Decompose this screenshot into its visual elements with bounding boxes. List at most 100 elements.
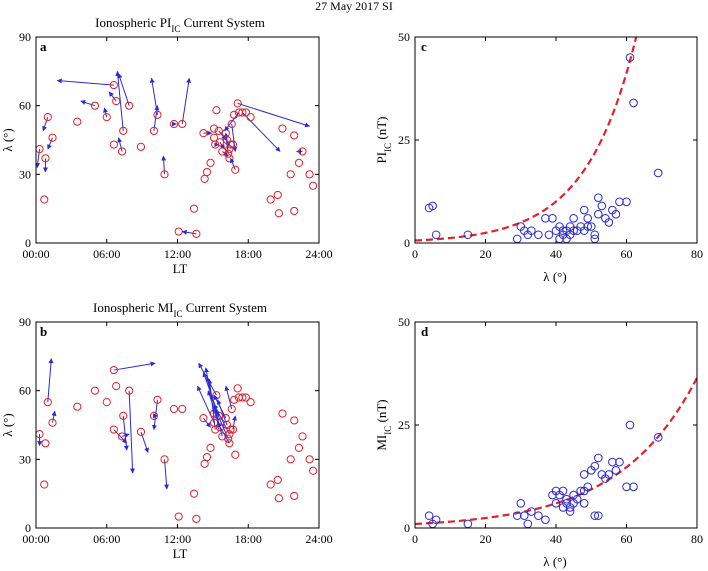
- station-marker: [228, 425, 238, 434]
- station-marker: [309, 181, 318, 190]
- station-marker: [215, 138, 225, 147]
- y-tick-label: 0: [25, 521, 31, 535]
- current-vector: [117, 73, 130, 106]
- data-point: [579, 205, 589, 215]
- station-marker: [290, 491, 299, 501]
- station-marker: [278, 124, 287, 133]
- data-point: [551, 498, 561, 508]
- panel-b-marks: [35, 358, 318, 523]
- current-vector: [113, 361, 156, 371]
- current-vector: [108, 91, 117, 102]
- current-vector: [51, 410, 57, 423]
- x-tick-label: 06:00: [93, 247, 120, 261]
- station-marker: [109, 365, 118, 375]
- data-point: [579, 498, 589, 508]
- station-marker: [112, 381, 121, 391]
- current-vector: [229, 157, 236, 170]
- station-marker: [109, 425, 118, 434]
- panel-a-pi-lt-map: Ionospheric PIIC Current System a LT λ (…: [0, 15, 333, 276]
- x-tick-label: 20: [480, 247, 492, 261]
- station-marker: [109, 80, 118, 90]
- panel-b-title: Ionospheric MIIC Current System: [93, 300, 267, 319]
- panel-b-ylabel: λ (°): [0, 413, 15, 436]
- station-marker: [238, 393, 247, 402]
- current-vector: [42, 116, 49, 132]
- current-vector: [103, 107, 108, 118]
- data-point: [541, 213, 550, 223]
- station-marker: [286, 455, 295, 464]
- station-marker: [305, 455, 314, 464]
- station-marker: [41, 154, 50, 163]
- data-point: [583, 222, 593, 231]
- data-point: [594, 453, 603, 463]
- panel-a-marks: [35, 70, 318, 238]
- x-tick-label: 00:00: [22, 532, 49, 546]
- station-marker: [214, 126, 223, 135]
- station-marker: [199, 414, 208, 423]
- y-tick-label: 30: [19, 167, 31, 181]
- panel-c-axes-box: [414, 36, 698, 244]
- station-marker: [241, 108, 250, 117]
- current-vector: [151, 399, 158, 431]
- data-point: [541, 515, 550, 525]
- station-marker: [266, 480, 275, 489]
- panel-c-ticks: 0 20 40 60 80 0 25 50: [398, 30, 703, 261]
- station-marker: [233, 99, 242, 108]
- data-point: [424, 511, 434, 520]
- y-tick-label: 0: [25, 236, 31, 250]
- station-marker: [309, 466, 318, 475]
- x-tick-label: 40: [550, 247, 562, 261]
- station-marker: [48, 418, 57, 427]
- station-marker: [225, 439, 234, 448]
- station-marker: [40, 480, 49, 489]
- current-vector: [115, 70, 124, 131]
- data-point: [604, 470, 614, 479]
- data-point: [629, 98, 638, 108]
- station-marker: [246, 113, 255, 122]
- data-point: [463, 230, 473, 240]
- station-marker: [218, 147, 227, 156]
- current-vector: [47, 137, 53, 150]
- station-marker: [102, 398, 111, 407]
- station-marker: [73, 117, 82, 126]
- data-point: [611, 466, 621, 475]
- data-point: [512, 511, 522, 520]
- data-point: [565, 507, 575, 516]
- station-marker: [224, 434, 233, 443]
- station-marker: [125, 101, 134, 110]
- data-point: [583, 213, 593, 223]
- panel-a-letter: a: [40, 39, 47, 54]
- panel-d-ylabel: MIIC (nT): [374, 399, 393, 450]
- current-vector: [241, 112, 281, 152]
- current-vector: [216, 399, 228, 426]
- x-tick-label: 60: [621, 532, 633, 546]
- panel-b-letter: b: [40, 324, 47, 339]
- station-marker: [298, 432, 307, 441]
- station-marker: [224, 149, 233, 158]
- panel-d-marks: [415, 377, 697, 529]
- data-point: [586, 222, 596, 231]
- station-marker: [290, 416, 299, 425]
- data-point: [519, 511, 529, 520]
- exponential-fit-line: [415, 377, 697, 526]
- station-marker: [73, 402, 82, 411]
- station-marker: [169, 119, 179, 129]
- station-marker: [238, 108, 247, 117]
- data-point: [590, 230, 600, 240]
- panel-b-axes-box: [35, 321, 320, 529]
- station-marker: [160, 170, 169, 179]
- panel-d-axes-box: [414, 321, 698, 529]
- x-tick-label: 12:00: [164, 532, 191, 546]
- station-marker: [199, 129, 208, 138]
- panel-c-marks: [415, 37, 663, 244]
- current-vector: [203, 417, 211, 428]
- data-point: [594, 209, 603, 219]
- data-point: [653, 433, 663, 442]
- station-marker: [211, 140, 220, 149]
- data-point: [431, 230, 441, 240]
- panel-c-pi-vs-latitude: c λ (°) PIIC (nT) 0 20 40 60 80 0 25 50: [374, 30, 703, 284]
- panel-c-ylabel: PIIC (nT): [374, 117, 393, 164]
- station-marker: [200, 459, 209, 469]
- y-tick-label: 0: [404, 521, 410, 535]
